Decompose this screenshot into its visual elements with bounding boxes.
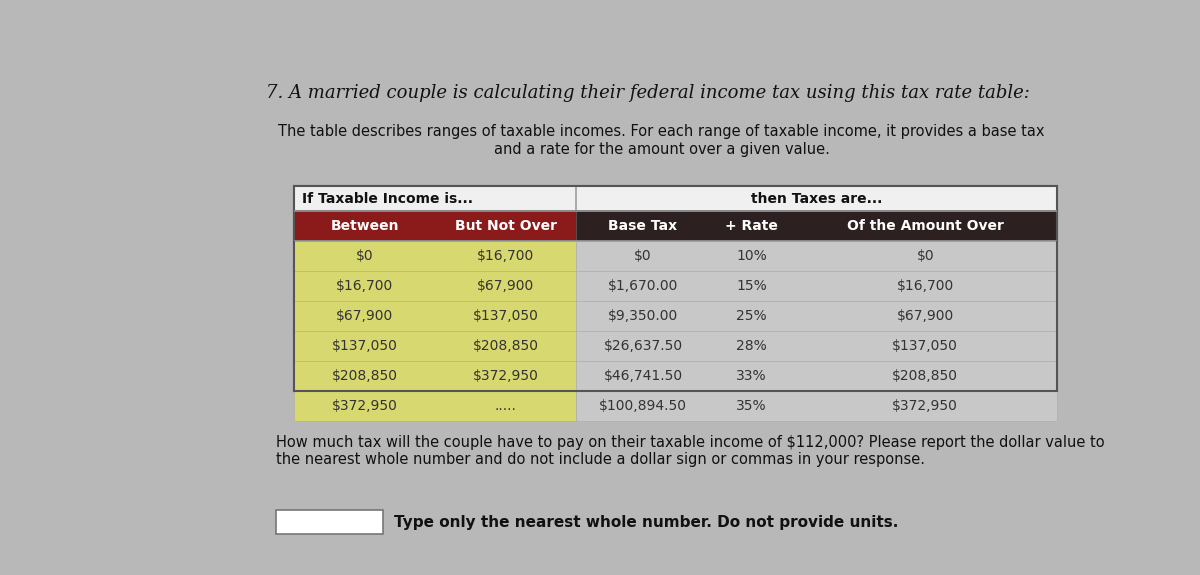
Bar — [294, 240, 1057, 242]
Text: $67,900: $67,900 — [336, 309, 394, 323]
Text: .....: ..... — [494, 400, 517, 413]
Text: $208,850: $208,850 — [473, 339, 539, 353]
Bar — [576, 301, 1057, 331]
Text: $9,350.00: $9,350.00 — [608, 309, 678, 323]
Bar — [576, 392, 1057, 421]
Text: $100,894.50: $100,894.50 — [599, 400, 688, 413]
Text: 25%: 25% — [737, 309, 767, 323]
Text: then Taxes are...: then Taxes are... — [751, 191, 882, 205]
Text: $372,950: $372,950 — [473, 369, 539, 384]
Bar — [294, 361, 576, 392]
Bar — [294, 186, 1057, 392]
Bar — [294, 241, 576, 271]
Text: Of the Amount Over: Of the Amount Over — [847, 218, 1003, 233]
Bar — [276, 510, 383, 534]
Text: Base Tax: Base Tax — [608, 218, 678, 233]
Bar — [294, 186, 1057, 392]
Text: $208,850: $208,850 — [331, 369, 397, 384]
Text: If Taxable Income is...: If Taxable Income is... — [301, 191, 473, 205]
Text: $372,950: $372,950 — [331, 400, 397, 413]
Text: $67,900: $67,900 — [896, 309, 954, 323]
Text: But Not Over: But Not Over — [455, 218, 557, 233]
Text: $372,950: $372,950 — [893, 400, 958, 413]
Text: $46,741.50: $46,741.50 — [604, 369, 683, 384]
Text: The table describes ranges of taxable incomes. For each range of taxable income,: The table describes ranges of taxable in… — [278, 124, 1045, 157]
Bar — [576, 210, 1057, 241]
Text: 35%: 35% — [737, 400, 767, 413]
Text: $26,637.50: $26,637.50 — [604, 339, 683, 353]
Bar — [294, 271, 576, 301]
Bar — [576, 241, 1057, 271]
Bar — [294, 210, 576, 241]
Text: 15%: 15% — [737, 279, 767, 293]
Bar — [576, 361, 1057, 392]
Text: $137,050: $137,050 — [331, 339, 397, 353]
Bar — [576, 331, 1057, 361]
Text: $16,700: $16,700 — [336, 279, 394, 293]
Text: $137,050: $137,050 — [893, 339, 958, 353]
Text: $208,850: $208,850 — [893, 369, 959, 384]
Text: $0: $0 — [635, 249, 652, 263]
Text: 7. A married couple is calculating their federal income tax using this tax rate : 7. A married couple is calculating their… — [266, 85, 1030, 102]
Text: 28%: 28% — [737, 339, 767, 353]
Text: How much tax will the couple have to pay on their taxable income of $112,000? Pl: How much tax will the couple have to pay… — [276, 435, 1104, 467]
Text: $16,700: $16,700 — [896, 279, 954, 293]
Text: $1,670.00: $1,670.00 — [608, 279, 678, 293]
Bar — [294, 186, 1057, 210]
Bar — [575, 186, 577, 210]
Text: Between: Between — [330, 218, 398, 233]
Bar — [294, 331, 576, 361]
Text: $67,900: $67,900 — [478, 279, 534, 293]
Text: 10%: 10% — [737, 249, 767, 263]
Bar — [294, 210, 1057, 212]
Bar — [294, 392, 576, 421]
Text: Type only the nearest whole number. Do not provide units.: Type only the nearest whole number. Do n… — [394, 515, 898, 530]
Text: $16,700: $16,700 — [478, 249, 534, 263]
Text: $0: $0 — [356, 249, 373, 263]
Text: $0: $0 — [917, 249, 934, 263]
Bar — [576, 271, 1057, 301]
Text: 33%: 33% — [737, 369, 767, 384]
Text: $137,050: $137,050 — [473, 309, 539, 323]
Bar — [294, 301, 576, 331]
Text: + Rate: + Rate — [725, 218, 778, 233]
